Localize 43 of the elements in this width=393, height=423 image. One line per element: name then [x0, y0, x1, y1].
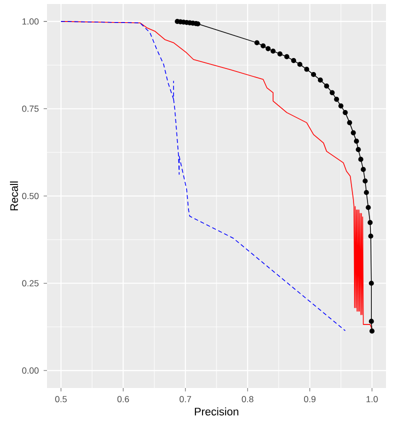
point — [368, 234, 374, 239]
point — [368, 220, 373, 226]
point — [368, 318, 374, 324]
x-tick-label: 0.8 — [242, 396, 254, 402]
point — [266, 46, 271, 52]
point — [260, 43, 266, 48]
point — [334, 96, 340, 102]
point — [324, 83, 330, 89]
x-tick-label: 0.7 — [180, 396, 192, 402]
point — [330, 90, 335, 96]
x-tick-label: 0.9 — [304, 396, 316, 402]
point — [362, 178, 368, 184]
point — [254, 40, 260, 46]
point — [368, 280, 374, 286]
point — [291, 58, 296, 64]
point — [360, 166, 366, 172]
point — [338, 103, 344, 108]
point — [297, 62, 302, 67]
point — [318, 78, 323, 83]
point — [304, 66, 310, 72]
y-axis-title: Recall — [10, 182, 18, 210]
point — [369, 328, 375, 334]
point — [366, 204, 371, 210]
point — [347, 120, 352, 126]
y-tick-label: 1.00 — [22, 18, 39, 25]
point — [311, 72, 316, 78]
point — [354, 138, 359, 144]
y-tick-label: 0.50 — [22, 192, 39, 200]
x-tick-label: 0.5 — [55, 396, 67, 402]
point — [350, 130, 356, 136]
y-tick-label: 0.25 — [22, 280, 39, 286]
point — [342, 110, 348, 116]
point — [277, 51, 282, 56]
point — [270, 48, 276, 54]
point — [356, 147, 361, 152]
x-tick-label: 0.6 — [117, 396, 129, 402]
y-tick-label: 0.75 — [22, 106, 39, 112]
point — [284, 54, 290, 60]
point — [364, 190, 369, 196]
point — [358, 156, 364, 162]
y-tick-label: 0.00 — [22, 367, 39, 374]
x-tick-label: 1.0 — [366, 396, 378, 402]
x-axis-title: Precision — [194, 407, 238, 416]
